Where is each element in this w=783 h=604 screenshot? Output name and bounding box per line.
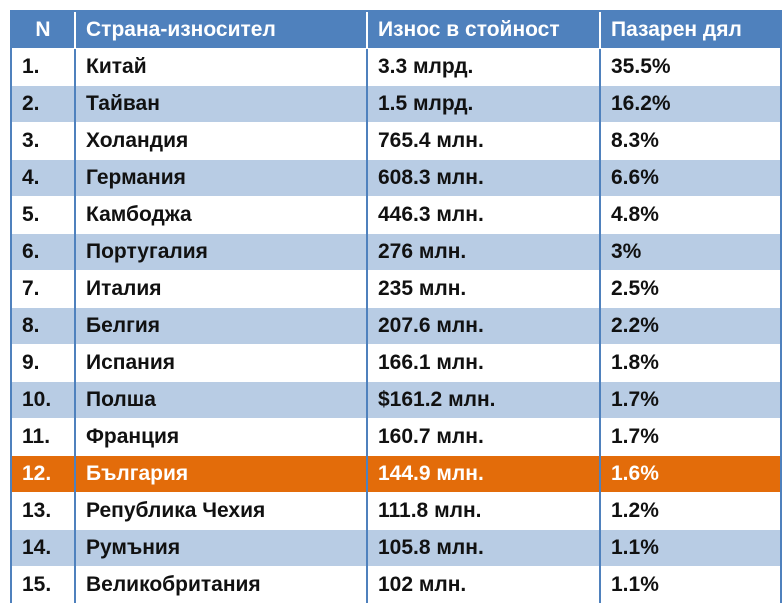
header-row: N Страна-износител Износ в стойност Паза… xyxy=(12,12,780,49)
cell-export-value: 765.4 млн. xyxy=(366,122,600,160)
cell-rank: 8. xyxy=(12,307,75,345)
cell-country: Полша xyxy=(74,381,367,419)
cell-market-share: 6.6% xyxy=(599,159,780,197)
cell-export-value: 102 млн. xyxy=(366,566,600,603)
cell-export-value: 144.9 млн. xyxy=(366,455,600,493)
header-export-value: Износ в стойност xyxy=(366,12,600,49)
cell-rank: 5. xyxy=(12,196,75,234)
table-row: 14. Румъния 105.8 млн. 1.1% xyxy=(12,529,780,567)
cell-country: Франция xyxy=(74,418,367,456)
cell-country: Република Чехия xyxy=(74,492,367,530)
cell-market-share: 35.5% xyxy=(599,48,780,86)
table-row-highlighted: 12. България 144.9 млн. 1.6% xyxy=(12,455,780,493)
table-row: 9. Испания 166.1 млн. 1.8% xyxy=(12,344,780,382)
cell-export-value: 608.3 млн. xyxy=(366,159,600,197)
cell-market-share: 1.2% xyxy=(599,492,780,530)
cell-country: Холандия xyxy=(74,122,367,160)
cell-country: Испания xyxy=(74,344,367,382)
table-row: 1. Китай 3.3 млрд. 35.5% xyxy=(12,48,780,86)
cell-country: Германия xyxy=(74,159,367,197)
cell-export-value: 160.7 млн. xyxy=(366,418,600,456)
cell-rank: 12. xyxy=(12,455,75,493)
cell-rank: 13. xyxy=(12,492,75,530)
table-row: 6. Португалия 276 млн. 3% xyxy=(12,233,780,271)
cell-country: Белгия xyxy=(74,307,367,345)
cell-market-share: 1.1% xyxy=(599,566,780,603)
table-header: N Страна-износител Износ в стойност Паза… xyxy=(12,12,780,49)
header-n: N xyxy=(12,12,75,49)
cell-market-share: 1.7% xyxy=(599,418,780,456)
cell-country: Португалия xyxy=(74,233,367,271)
cell-country: Камбоджа xyxy=(74,196,367,234)
cell-rank: 7. xyxy=(12,270,75,308)
cell-export-value: 111.8 млн. xyxy=(366,492,600,530)
cell-market-share: 16.2% xyxy=(599,85,780,123)
cell-country: Великобритания xyxy=(74,566,367,603)
table-row: 3. Холандия 765.4 млн. 8.3% xyxy=(12,122,780,160)
cell-market-share: 2.2% xyxy=(599,307,780,345)
cell-export-value: $161.2 млн. xyxy=(366,381,600,419)
cell-export-value: 207.6 млн. xyxy=(366,307,600,345)
table-row: 8. Белгия 207.6 млн. 2.2% xyxy=(12,307,780,345)
cell-market-share: 8.3% xyxy=(599,122,780,160)
cell-country: Румъния xyxy=(74,529,367,567)
cell-market-share: 4.8% xyxy=(599,196,780,234)
cell-country: Китай xyxy=(74,48,367,86)
cell-rank: 11. xyxy=(12,418,75,456)
cell-rank: 15. xyxy=(12,566,75,603)
header-country: Страна-износител xyxy=(74,12,367,49)
cell-export-value: 105.8 млн. xyxy=(366,529,600,567)
export-table-container: N Страна-износител Износ в стойност Паза… xyxy=(10,10,782,603)
table-row: 4. Германия 608.3 млн. 6.6% xyxy=(12,159,780,197)
cell-country: Тайван xyxy=(74,85,367,123)
cell-market-share: 1.6% xyxy=(599,455,780,493)
cell-export-value: 3.3 млрд. xyxy=(366,48,600,86)
cell-rank: 2. xyxy=(12,85,75,123)
cell-rank: 14. xyxy=(12,529,75,567)
cell-country: България xyxy=(74,455,367,493)
cell-rank: 9. xyxy=(12,344,75,382)
cell-export-value: 446.3 млн. xyxy=(366,196,600,234)
table-row: 2. Тайван 1.5 млрд. 16.2% xyxy=(12,85,780,123)
table-row: 10. Полша $161.2 млн. 1.7% xyxy=(12,381,780,419)
table-row: 7. Италия 235 млн. 2.5% xyxy=(12,270,780,308)
cell-rank: 3. xyxy=(12,122,75,160)
cell-export-value: 276 млн. xyxy=(366,233,600,271)
cell-export-value: 1.5 млрд. xyxy=(366,85,600,123)
cell-rank: 1. xyxy=(12,48,75,86)
header-market-share: Пазарен дял xyxy=(599,12,780,49)
export-table: N Страна-износител Износ в стойност Паза… xyxy=(12,12,780,603)
cell-export-value: 235 млн. xyxy=(366,270,600,308)
cell-country: Италия xyxy=(74,270,367,308)
cell-market-share: 1.1% xyxy=(599,529,780,567)
table-row: 11. Франция 160.7 млн. 1.7% xyxy=(12,418,780,456)
table-row: 13. Република Чехия 111.8 млн. 1.2% xyxy=(12,492,780,530)
table-row: 15. Великобритания 102 млн. 1.1% xyxy=(12,566,780,603)
cell-rank: 6. xyxy=(12,233,75,271)
cell-rank: 4. xyxy=(12,159,75,197)
cell-rank: 10. xyxy=(12,381,75,419)
cell-market-share: 1.7% xyxy=(599,381,780,419)
cell-market-share: 2.5% xyxy=(599,270,780,308)
table-body: 1. Китай 3.3 млрд. 35.5% 2. Тайван 1.5 млрд. 16… xyxy=(12,48,780,603)
cell-market-share: 1.8% xyxy=(599,344,780,382)
cell-market-share: 3% xyxy=(599,233,780,271)
cell-export-value: 166.1 млн. xyxy=(366,344,600,382)
table-row: 5. Камбоджа 446.3 млн. 4.8% xyxy=(12,196,780,234)
